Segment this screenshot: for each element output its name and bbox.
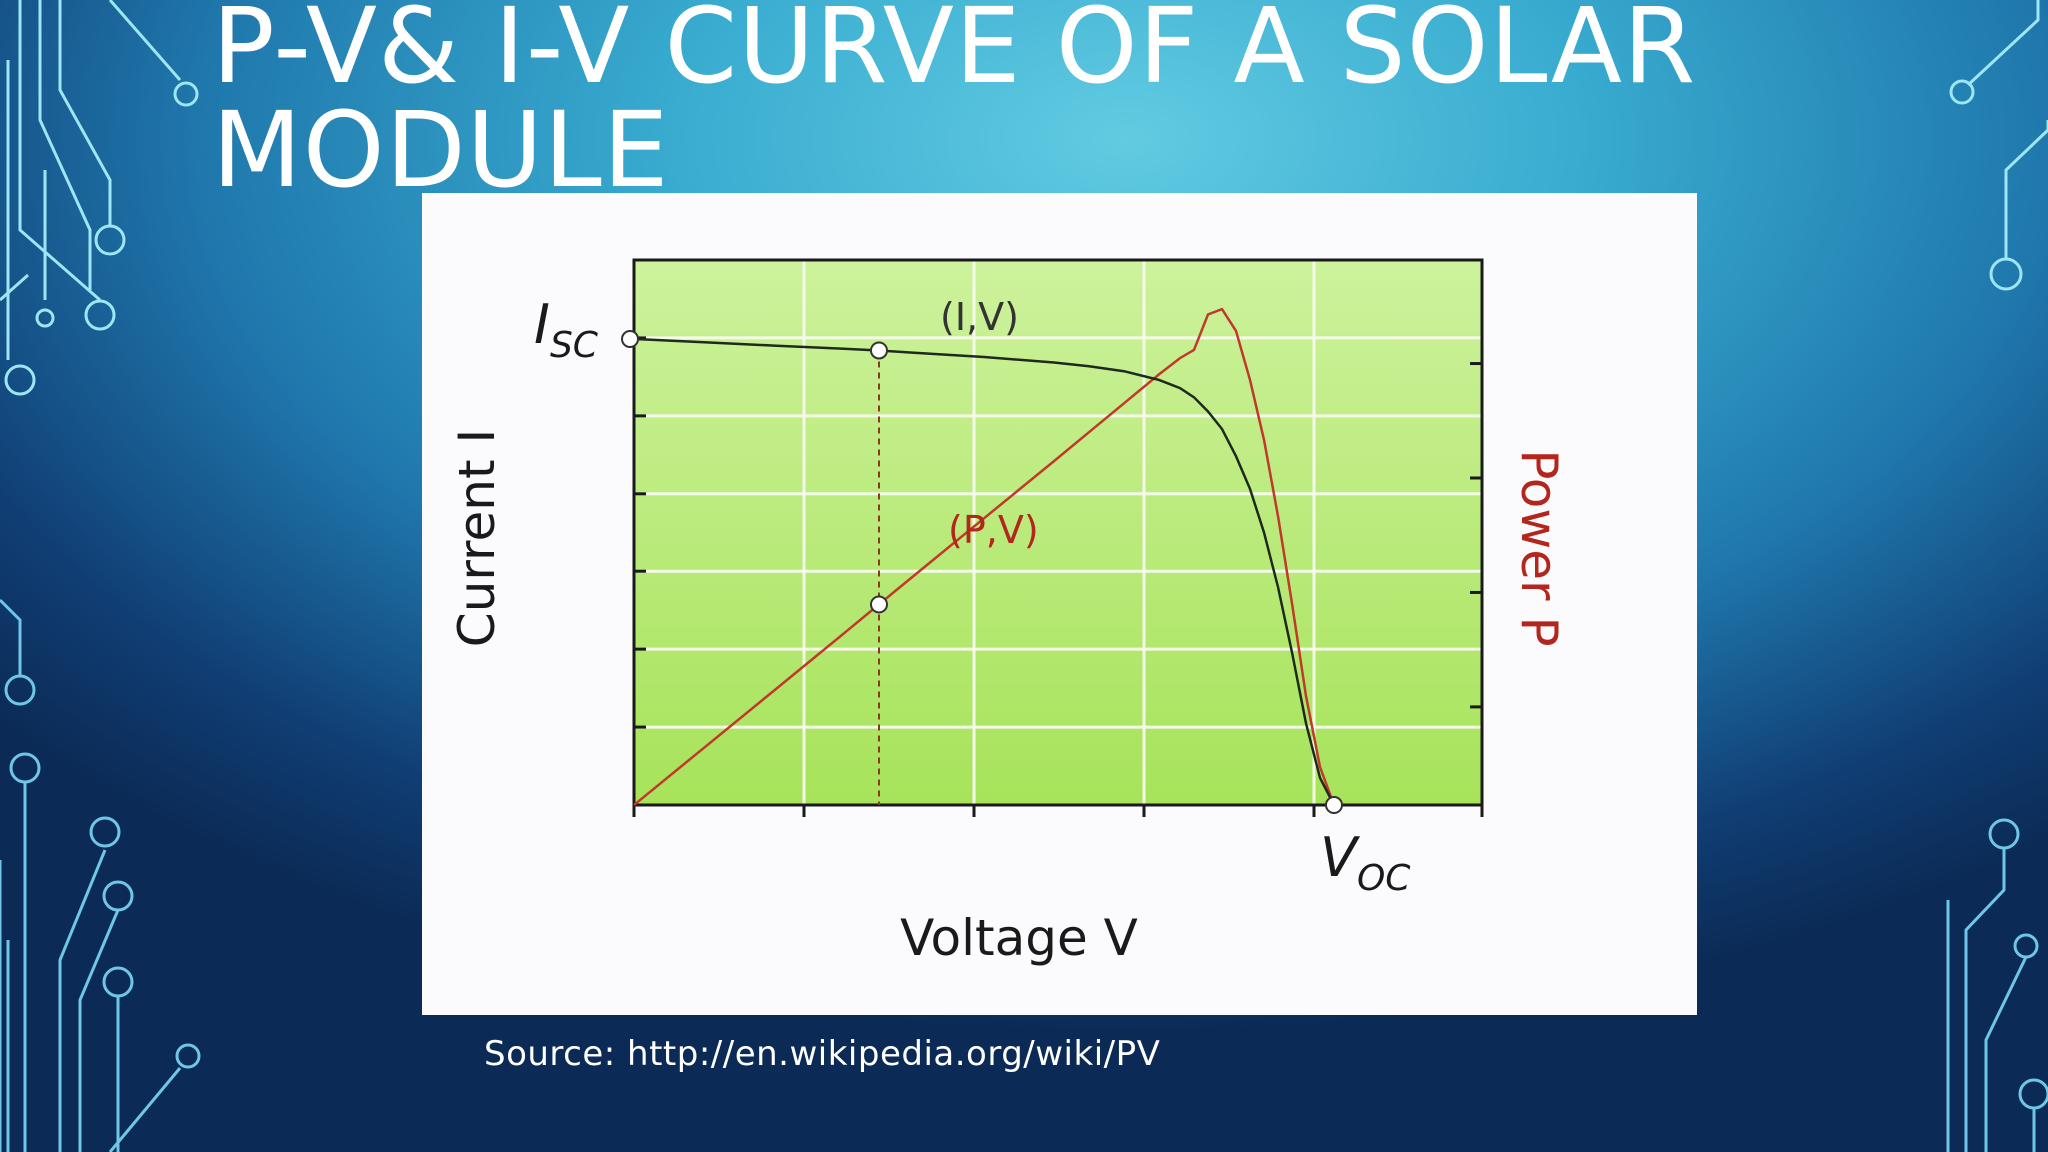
iv-curve	[633, 337, 1336, 806]
pv-point-label: (P,V)	[948, 508, 1039, 552]
axis-ticks	[632, 336, 1484, 817]
isc-label: ISC	[534, 293, 599, 366]
x-axis-label: Voltage V	[900, 909, 1138, 967]
y-axis-label-right: Power P	[1510, 449, 1568, 646]
iv-pv-chart: ISC (I,V) (P,V) VOC Voltage V Current I …	[448, 258, 1568, 967]
circuit-decoration-left	[0, 0, 201, 1152]
iv-pv-figure: ISC (I,V) (P,V) VOC Voltage V Current I …	[422, 193, 1697, 1015]
slide-title: P-V& I-V CURVE OF A SOLAR MODULE	[212, 0, 1697, 211]
plot-area	[634, 260, 1482, 805]
circuit-decoration-right	[1946, 0, 2048, 1152]
y-axis-label-left: Current I	[448, 429, 506, 647]
pv-curve	[633, 307, 1336, 806]
plot-frame	[632, 258, 1484, 807]
pv-point-marker	[870, 595, 888, 614]
iv-point-marker	[870, 341, 888, 360]
isc-marker	[621, 330, 639, 349]
iv-point-label: (I,V)	[940, 295, 1019, 339]
voc-marker	[1325, 796, 1343, 814]
source-citation: Source: http://en.wikipedia.org/wiki/PV	[484, 1034, 1161, 1074]
gridlines	[634, 260, 1482, 805]
voc-label: VOC	[1320, 826, 1411, 899]
